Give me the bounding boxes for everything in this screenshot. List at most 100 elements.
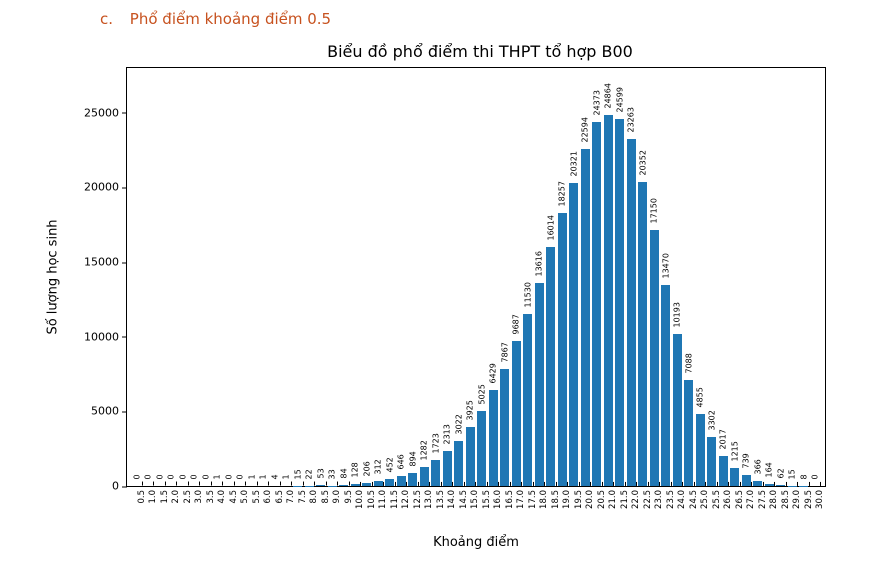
x-tick: 11.0	[378, 486, 388, 509]
bar-value-label: 7088	[684, 353, 693, 373]
bar-value-label: 3302	[707, 410, 716, 430]
bar: 13470	[661, 285, 670, 486]
bar-value-label: 206	[362, 461, 371, 476]
bar: 17150	[650, 230, 659, 486]
bar: 894	[408, 473, 417, 486]
bar: 11530	[523, 314, 532, 486]
bar-value-label: 9687	[512, 315, 521, 335]
y-tick: 20000	[69, 181, 119, 194]
bar-value-label: 33	[328, 469, 337, 479]
x-tick: 11.5	[390, 486, 400, 509]
bar-value-label: 0	[178, 474, 187, 479]
x-tick: 2.5	[183, 486, 193, 504]
x-tick: 29.5	[804, 486, 814, 509]
bar-value-label: 0	[201, 474, 210, 479]
x-tick: 28.0	[769, 486, 779, 509]
bar: 4855	[696, 414, 705, 486]
x-tick: 19.5	[574, 486, 584, 509]
bar-value-label: 22594	[581, 117, 590, 142]
bars-group: 0000000100114115225333841282063124526468…	[127, 68, 825, 486]
bar-value-label: 20352	[638, 150, 647, 175]
bar: 1282	[420, 467, 429, 486]
bar-value-label: 128	[351, 462, 360, 477]
x-tick: 7.0	[286, 486, 296, 504]
bar-value-label: 4855	[696, 387, 705, 407]
bar-value-label: 84	[339, 468, 348, 478]
bar-value-label: 1	[247, 474, 256, 479]
x-tick: 16.5	[505, 486, 515, 509]
bar-value-label: 0	[132, 474, 141, 479]
x-tick: 13.0	[424, 486, 434, 509]
bar: 24864	[604, 115, 613, 486]
x-tick: 30.0	[815, 486, 825, 509]
bar-value-label: 6429	[489, 363, 498, 383]
x-tick: 10.5	[367, 486, 377, 509]
x-tick: 10.0	[355, 486, 365, 509]
x-axis-label: Khoảng điểm	[433, 535, 519, 550]
x-tick: 8.0	[309, 486, 319, 504]
heading-text: Phổ điểm khoảng điểm 0.5	[130, 10, 331, 28]
x-tick: 27.5	[758, 486, 768, 509]
bar: 1215	[730, 468, 739, 486]
x-tick: 28.5	[781, 486, 791, 509]
chart-title: Biểu đồ phổ điểm thi THPT tổ hợp B00	[40, 42, 860, 61]
x-tick: 9.5	[344, 486, 354, 504]
x-tick: 15.0	[470, 486, 480, 509]
x-tick: 25.0	[700, 486, 710, 509]
x-tick: 4.5	[229, 486, 239, 504]
bar-value-label: 3022	[454, 414, 463, 434]
bar: 13616	[535, 283, 544, 486]
bar-value-label: 13616	[535, 251, 544, 276]
x-tick: 26.0	[723, 486, 733, 509]
bar: 646	[397, 476, 406, 486]
x-tick: 21.0	[608, 486, 618, 509]
x-tick: 4.0	[217, 486, 227, 504]
x-tick: 1.5	[160, 486, 170, 504]
x-tick: 13.5	[436, 486, 446, 509]
bar: 24373	[592, 122, 601, 486]
x-tick: 23.0	[654, 486, 664, 509]
x-tick: 20.5	[597, 486, 607, 509]
bar-value-label: 452	[385, 457, 394, 472]
bar: 2017	[719, 456, 728, 486]
bar: 739	[742, 475, 751, 486]
bar-value-label: 366	[753, 459, 762, 474]
bar: 22594	[581, 149, 590, 486]
bar-value-label: 0	[144, 474, 153, 479]
x-tick: 0.5	[137, 486, 147, 504]
bar-value-label: 4	[270, 474, 279, 479]
bar-value-label: 10193	[673, 302, 682, 327]
bar: 20321	[569, 183, 578, 486]
bar-value-label: 3925	[466, 401, 475, 421]
bar-value-label: 0	[155, 474, 164, 479]
bar-value-label: 8	[799, 474, 808, 479]
x-tick: 7.5	[298, 486, 308, 504]
bar-value-label: 1215	[730, 441, 739, 461]
bar: 7867	[500, 369, 509, 486]
x-tick: 15.5	[482, 486, 492, 509]
bar: 7088	[684, 380, 693, 486]
bar-value-label: 0	[190, 474, 199, 479]
y-tick: 10000	[69, 330, 119, 343]
heading-letter: c.	[100, 10, 113, 28]
x-tick: 1.0	[148, 486, 158, 504]
bar-value-label: 15	[293, 469, 302, 479]
bar-value-label: 5025	[477, 384, 486, 404]
bar: 3925	[466, 427, 475, 486]
x-tick: 5.0	[240, 486, 250, 504]
x-tick: 9.0	[332, 486, 342, 504]
x-tick: 16.0	[493, 486, 503, 509]
x-tick: 3.5	[206, 486, 216, 504]
bar-value-label: 15	[788, 469, 797, 479]
bar: 3022	[454, 441, 463, 486]
bar-value-label: 13470	[661, 253, 670, 278]
bar-value-label: 646	[397, 455, 406, 470]
x-tick: 8.5	[321, 486, 331, 504]
bar: 6429	[489, 390, 498, 486]
bar-value-label: 24599	[615, 87, 624, 112]
bar-value-label: 24864	[604, 83, 613, 108]
x-tick: 18.5	[551, 486, 561, 509]
x-tick: 5.5	[252, 486, 262, 504]
bar-value-label: 1	[259, 474, 268, 479]
bar-value-label: 1	[282, 474, 291, 479]
